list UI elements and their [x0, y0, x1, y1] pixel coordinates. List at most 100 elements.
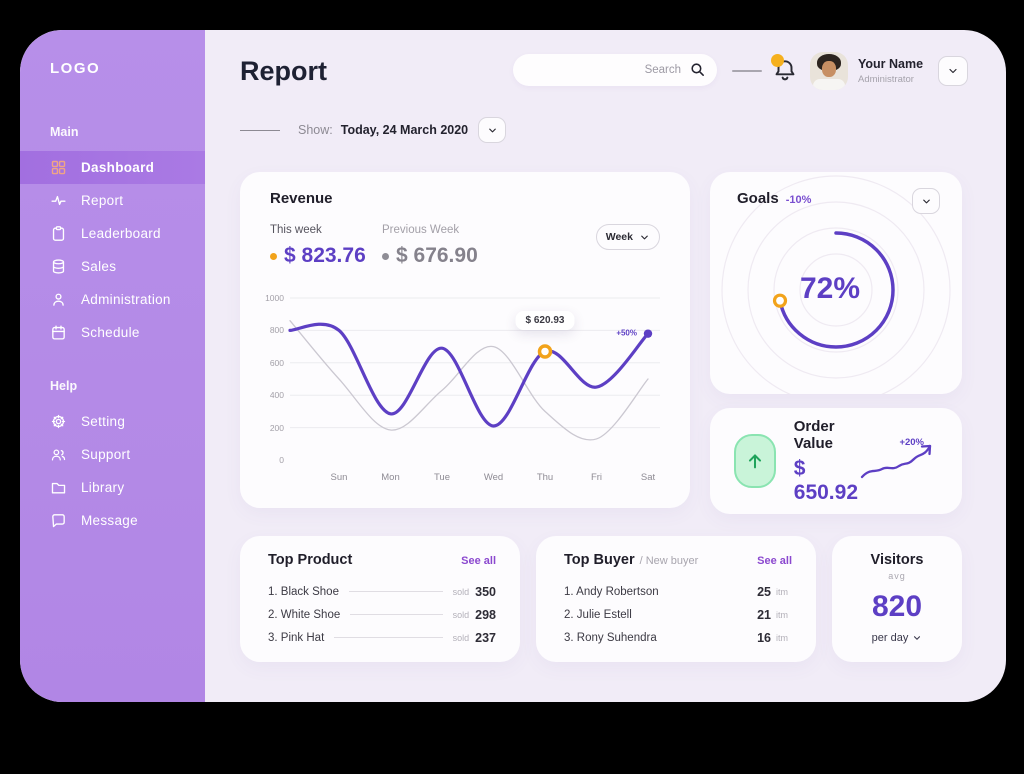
buyer-count: 25	[757, 584, 771, 599]
order-up-tile	[734, 434, 776, 488]
library-folder-icon	[50, 479, 67, 496]
dashboard-app-window: LOGO Main Dashboard Report Leader	[20, 30, 1006, 702]
product-rank: 1.	[268, 585, 278, 598]
previous-week-label: Previous Week	[382, 224, 460, 236]
notification-dot	[771, 54, 784, 67]
notifications-bell[interactable]	[771, 54, 800, 86]
report-pulse-icon	[50, 192, 67, 209]
user-name: Your Name	[858, 57, 924, 71]
revenue-line-chart[interactable]: +50%	[288, 297, 660, 460]
chevron-down-icon	[922, 199, 930, 203]
previous-week-block: Previous Week $ 676.90	[382, 224, 478, 268]
top-buyer-card: Top Buyer / New buyer See all 1. Andy Ro…	[536, 536, 816, 662]
buyer-unit: itm	[776, 586, 788, 597]
period-select-button[interactable]: Week	[595, 224, 660, 250]
product-name: Pink Hat	[280, 631, 325, 644]
svg-text:+50%: +50%	[616, 329, 637, 338]
dashboard-grid-icon	[50, 159, 67, 176]
goals-delta: -10%	[785, 194, 812, 206]
sidebar-item-label: Sales	[81, 259, 117, 274]
visitors-avg-label: avg	[888, 571, 906, 581]
visitors-per-day-select[interactable]: per day	[872, 632, 923, 644]
this-week-value: $ 823.76	[284, 244, 366, 267]
sidebar-item-library[interactable]: Library	[20, 471, 205, 504]
sidebar-item-setting[interactable]: Setting	[20, 405, 205, 438]
sparkline-chart	[860, 444, 932, 479]
sold-label: sold	[452, 586, 470, 597]
buyer-count: 21	[757, 607, 771, 622]
sidebar-item-schedule[interactable]: Schedule	[20, 316, 205, 349]
sidebar-item-support[interactable]: Support	[20, 438, 205, 471]
user-info: Your Name Administrator	[858, 57, 923, 85]
revenue-card: Revenue This week $ 823.76 Previous Week…	[240, 172, 690, 508]
table-row: 2. Julie Estell 21 itm	[564, 603, 792, 626]
table-row: 3. Rony Suhendra 16 itm	[564, 626, 792, 649]
product-name: White Shoe	[280, 608, 341, 621]
top-buyer-title: Top Buyer	[564, 552, 635, 568]
sidebar-item-dashboard[interactable]: Dashboard	[20, 151, 205, 184]
sidebar-item-leaderboard[interactable]: Leaderboard	[20, 217, 205, 250]
period-select-label: Week	[605, 231, 633, 243]
sold-count: 298	[475, 607, 496, 622]
chevron-down-icon	[949, 68, 957, 74]
revenue-title: Revenue	[270, 190, 333, 207]
goals-menu-button[interactable]	[912, 188, 940, 214]
top-buyer-subtitle: / New buyer	[639, 555, 699, 567]
administration-person-icon	[50, 291, 67, 308]
top-product-see-all-link[interactable]: See all	[461, 555, 496, 567]
user-menu-button[interactable]	[938, 56, 968, 86]
sidebar-item-label: Report	[81, 193, 124, 208]
sidebar-item-report[interactable]: Report	[20, 184, 205, 217]
header-divider	[732, 70, 762, 72]
this-week-dot	[270, 252, 277, 260]
search-icon[interactable]	[689, 61, 706, 83]
buyer-unit: itm	[776, 632, 788, 643]
user-avatar[interactable]	[810, 52, 848, 90]
this-week-block: This week $ 823.76	[270, 224, 366, 268]
goals-title: Goals	[737, 190, 779, 207]
product-rank: 3.	[268, 631, 278, 644]
schedule-calendar-icon	[50, 324, 67, 341]
table-row: 1. Andy Robertson 25 itm	[564, 580, 792, 603]
previous-week-dot	[382, 252, 389, 260]
sales-database-icon	[50, 258, 67, 275]
order-value-amount: $ 650.92	[793, 456, 858, 504]
chevron-down-icon	[914, 636, 921, 640]
decorative-line	[240, 129, 280, 131]
sidebar-section-main: Main	[50, 125, 79, 139]
product-name: Black Shoe	[280, 585, 339, 598]
sidebar-item-label: Leaderboard	[81, 226, 161, 241]
show-date-row: Show: Today, 24 March 2020	[240, 117, 507, 143]
order-sparkline: +20%	[858, 437, 938, 485]
avatar-shirt	[813, 79, 845, 90]
show-label: Show:	[298, 123, 333, 137]
product-rank: 2.	[268, 608, 278, 621]
app-logo: LOGO	[50, 60, 101, 77]
sidebar-item-administration[interactable]: Administration	[20, 283, 205, 316]
visitors-card: Visitors avg 820 per day	[832, 536, 962, 662]
show-date-value: Today, 24 March 2020	[340, 123, 469, 137]
sidebar-item-label: Message	[81, 513, 138, 528]
search-input[interactable]	[513, 54, 717, 86]
sidebar: LOGO Main Dashboard Report Leader	[20, 30, 205, 702]
visitors-title: Visitors	[870, 552, 924, 568]
search-bar	[513, 54, 717, 86]
sidebar-item-label: Support	[81, 447, 131, 462]
sidebar-item-label: Schedule	[81, 325, 140, 340]
date-dropdown-button[interactable]	[478, 117, 507, 143]
top-buyer-see-all-link[interactable]: See all	[757, 555, 792, 567]
sold-label: sold	[452, 632, 470, 643]
buyer-name: Julie Estell	[576, 608, 632, 621]
per-day-label: per day	[871, 632, 909, 644]
sidebar-item-label: Dashboard	[81, 160, 155, 175]
buyer-unit: itm	[776, 609, 788, 620]
sold-count: 350	[475, 584, 496, 599]
sidebar-item-message[interactable]: Message	[20, 504, 205, 537]
chevron-down-icon	[641, 235, 648, 239]
buyer-rank: 3.	[564, 631, 574, 644]
sidebar-item-sales[interactable]: Sales	[20, 250, 205, 283]
sidebar-item-label: Setting	[81, 414, 126, 429]
goals-card: Goals -10% 72%	[710, 172, 962, 394]
buyer-count: 16	[757, 630, 771, 645]
table-row: 2. White Shoe sold 298	[268, 603, 496, 626]
